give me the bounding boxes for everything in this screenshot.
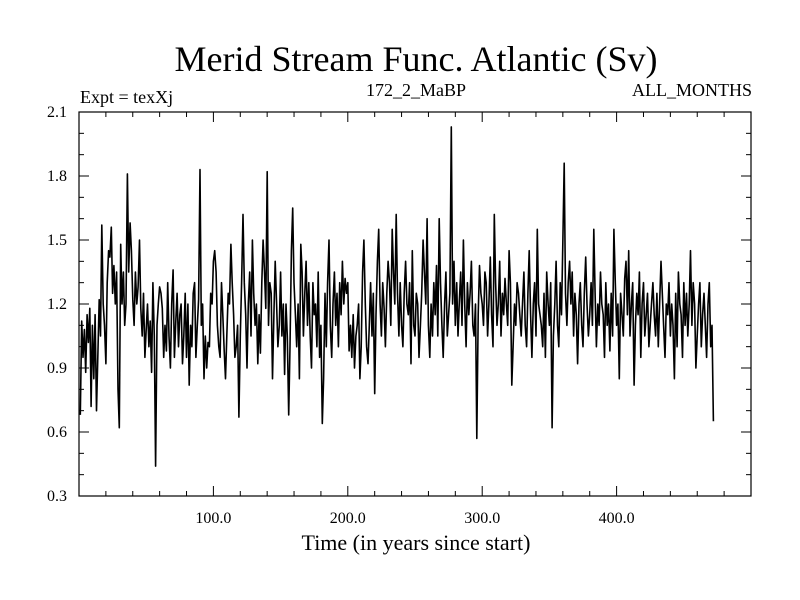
x-axis: 100.0 200.0 300.0 400.0 <box>105 112 725 527</box>
x-tick-label: 400.0 <box>599 510 635 527</box>
y-tick-label: 1.8 <box>47 168 67 185</box>
season-label: ALL_MONTHS <box>632 80 752 100</box>
chart-title: Merid Stream Func. Atlantic (Sv) <box>175 39 658 79</box>
x-tick-label: 200.0 <box>330 510 366 527</box>
y-tick-label: 1.5 <box>47 232 67 249</box>
experiment-label: Expt = texXj <box>80 87 173 107</box>
y-tick-label: 1.2 <box>47 296 67 313</box>
series-line <box>79 126 715 467</box>
y-tick-label: 2.1 <box>47 104 67 121</box>
x-tick-label: 100.0 <box>195 510 231 527</box>
x-tick-label: 300.0 <box>464 510 500 527</box>
run-label: 172_2_MaBP <box>366 80 466 100</box>
y-tick-label: 0.6 <box>47 424 67 441</box>
y-tick-label: 0.3 <box>47 488 67 505</box>
plot-series <box>79 126 715 467</box>
y-axis: 0.3 0.6 0.9 1.2 1.5 1.8 2.1 <box>47 104 751 505</box>
plot-frame <box>78 111 752 497</box>
y-tick-label: 0.9 <box>47 360 67 377</box>
x-axis-label: Time (in years since start) <box>302 530 531 555</box>
